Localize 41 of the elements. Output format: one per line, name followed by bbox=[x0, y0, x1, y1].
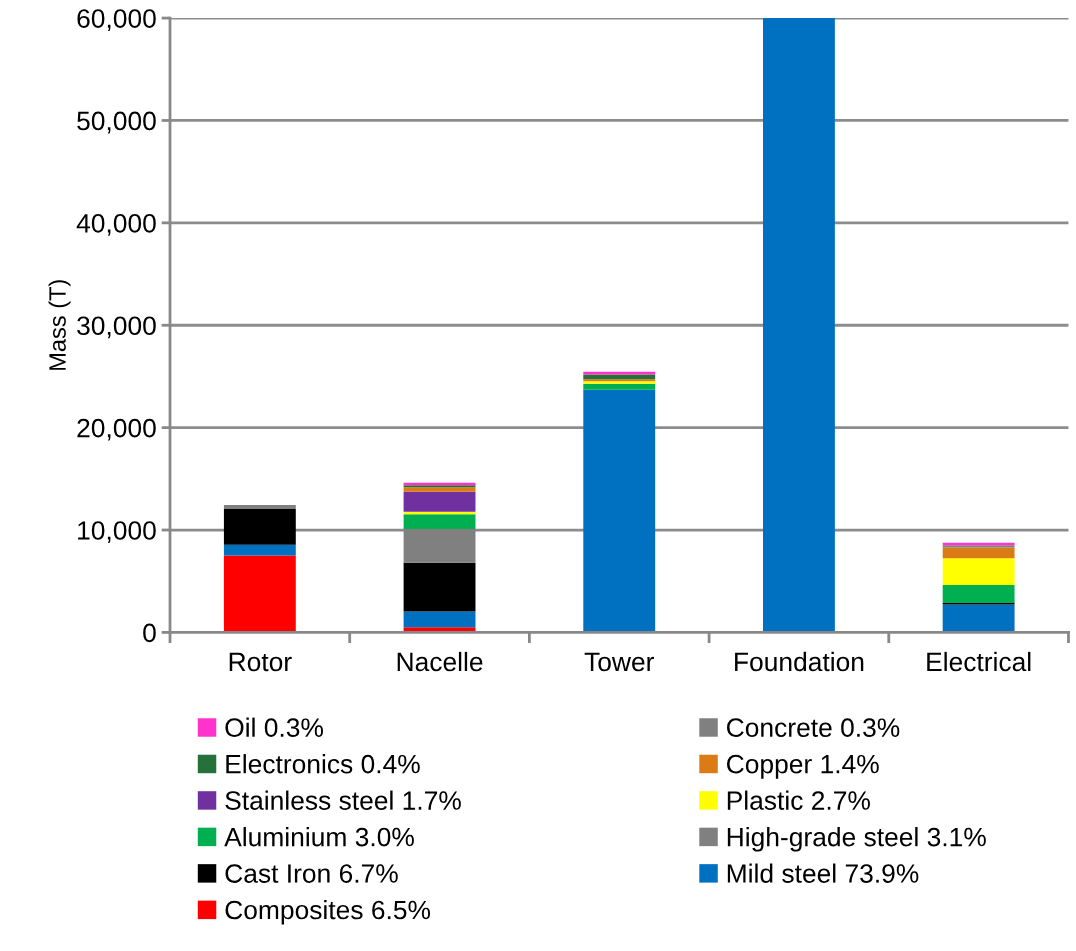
y-tick-label: 30,000 bbox=[77, 316, 156, 339]
bar bbox=[403, 562, 476, 612]
bar bbox=[223, 544, 296, 556]
x-tick-label: Electrical bbox=[927, 651, 1031, 672]
bar bbox=[583, 389, 656, 633]
y-tick-label: 0 bbox=[143, 623, 156, 643]
bar bbox=[762, 18, 835, 633]
x-tick-label: Rotor bbox=[229, 652, 292, 672]
bar bbox=[403, 514, 476, 529]
y-tick-label: 20,000 bbox=[77, 418, 156, 441]
x-tick-label: Nacelle bbox=[397, 651, 483, 672]
bar bbox=[942, 604, 1015, 633]
y-tick-label: 40,000 bbox=[76, 213, 156, 236]
bar bbox=[223, 504, 296, 510]
bar bbox=[403, 487, 476, 492]
bar bbox=[942, 585, 1015, 603]
legend-label: Electronics 0.4% bbox=[226, 754, 420, 774]
legend-label: Stainless steel 1.7% bbox=[225, 790, 461, 810]
legend-label: Copper 1.4% bbox=[727, 754, 879, 779]
bar bbox=[403, 491, 476, 512]
bar bbox=[403, 611, 476, 628]
bar bbox=[942, 547, 1015, 559]
y-axis-title: Mass (T) bbox=[48, 280, 71, 370]
bar bbox=[583, 383, 656, 390]
legend-label: High-grade steel 3.1% bbox=[727, 827, 986, 852]
y-tick-label: 10,000 bbox=[78, 521, 156, 543]
legend-label: Mild steel 73.9% bbox=[727, 863, 919, 883]
bar bbox=[223, 509, 296, 545]
legend-label: Composites 6.5% bbox=[225, 899, 431, 925]
bar bbox=[223, 555, 296, 633]
legend-label: Oil 0.3% bbox=[225, 717, 323, 737]
y-tick-label: 60,000 bbox=[77, 9, 156, 32]
y-tick-label: 50,000 bbox=[77, 111, 156, 134]
bar bbox=[583, 371, 656, 375]
legend-label: Aluminium 3.0% bbox=[224, 827, 414, 847]
legend-label: Cast Iron 6.7% bbox=[225, 864, 398, 883]
legend-label: Concrete 0.3% bbox=[727, 718, 900, 737]
x-tick-label: Foundation bbox=[735, 651, 864, 672]
bar bbox=[942, 558, 1015, 586]
x-tick-label: Tower bbox=[584, 652, 654, 672]
legend-label: Plastic 2.7% bbox=[727, 790, 870, 810]
